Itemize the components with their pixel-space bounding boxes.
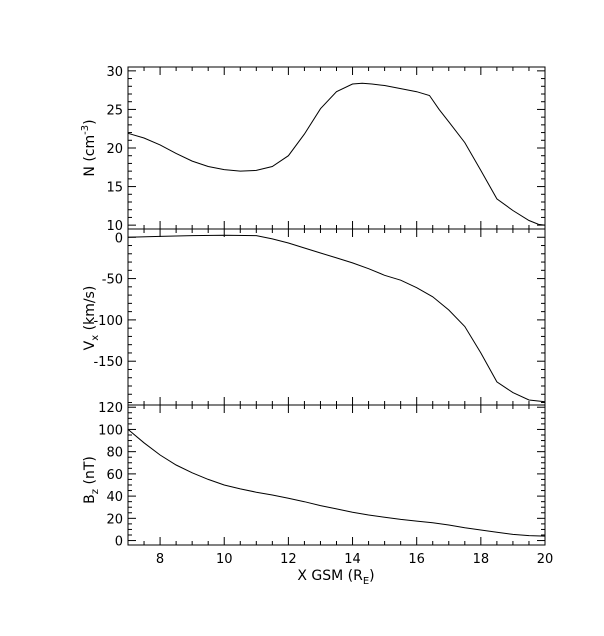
velocity-ytick-label: -150 [93, 355, 123, 370]
density-y-axis-label: N (cm-3) [80, 119, 98, 176]
xtick-label: 18 [473, 552, 490, 567]
xtick-label: 14 [344, 552, 361, 567]
density-panel: 10 15 20 25 30 N (cm-3) [80, 65, 546, 234]
magnetic-panel: 0 20 40 60 80 100 120 8 10 12 14 16 18 20 Bz (nT) X G… [82, 401, 553, 587]
velocity-ytick-label: -50 [102, 273, 123, 288]
xtick-label: 12 [280, 552, 297, 567]
xtick-label: 16 [408, 552, 425, 567]
velocity-ytick-label: 0 [115, 231, 123, 246]
xtick-label: 8 [156, 552, 164, 567]
xtick-label: 10 [216, 552, 233, 567]
density-ytick-label: 25 [106, 103, 123, 118]
magnetic-ytick-label: 40 [106, 490, 123, 505]
x-axis-label: X GSM (RE) [297, 568, 374, 587]
magnetic-y-axis-label: Bz (nT) [82, 456, 101, 504]
density-ticks: 10 15 20 25 30 [106, 65, 546, 234]
magnetic-ytick-label: 0 [115, 535, 123, 550]
density-series-line [127, 82, 546, 226]
magnetic-ytick-label: 20 [106, 512, 123, 527]
density-ytick-label: 15 [106, 181, 123, 196]
density-ytick-label: 30 [106, 65, 123, 80]
velocity-plot-frame [127, 228, 546, 406]
xtick-label: 20 [537, 552, 554, 567]
magnetic-ytick-label: 100 [98, 423, 123, 438]
magnetic-ytick-label: 60 [106, 468, 123, 483]
magnetic-ytick-label: 120 [98, 401, 123, 416]
magnetic-plot-frame [127, 404, 546, 546]
velocity-ticks: 0 -50 -100 -150 [93, 228, 546, 405]
density-ytick-label: 10 [106, 219, 123, 234]
velocity-ytick-label: -100 [93, 314, 123, 329]
magnetic-series-line [127, 429, 546, 537]
velocity-y-axis-label: Vx (km/s) [82, 286, 101, 351]
magnetic-ytick-label: 80 [106, 446, 123, 461]
magnetic-ticks: 0 20 40 60 80 100 120 8 10 12 14 16 18 20 [98, 401, 553, 567]
velocity-panel: 0 -50 -100 -150 Vx (km/s) [82, 228, 546, 406]
density-ytick-label: 20 [106, 142, 123, 157]
velocity-series-line [127, 234, 546, 403]
